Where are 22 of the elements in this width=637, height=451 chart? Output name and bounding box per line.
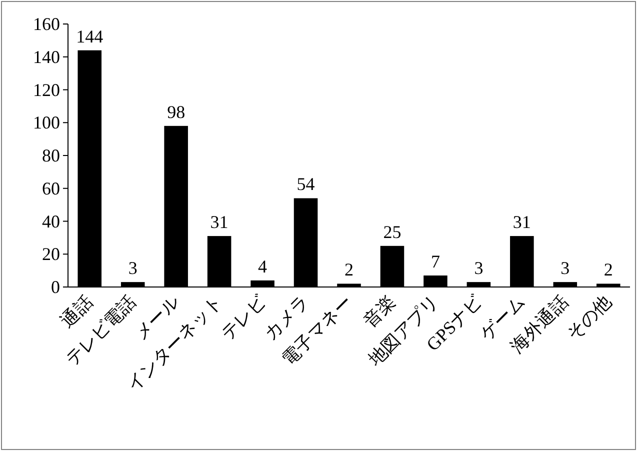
y-tick-label: 0 [51, 277, 60, 297]
data-label: 2 [344, 260, 354, 280]
y-tick-label: 100 [33, 112, 60, 133]
data-label: 2 [604, 260, 613, 280]
y-tick-label: 140 [33, 46, 60, 67]
y-tick-label: 40 [42, 211, 60, 232]
y-tick-label: 20 [42, 244, 60, 264]
y-tick-label: 60 [42, 178, 60, 198]
data-label: 4 [258, 256, 268, 276]
data-label: 31 [210, 212, 228, 232]
data-label: 54 [296, 174, 315, 194]
data-label: 31 [512, 212, 531, 232]
data-label: 7 [430, 251, 440, 272]
data-label: 3 [128, 258, 138, 278]
data-label: 25 [383, 222, 402, 242]
data-label: 144 [76, 26, 104, 46]
data-label: 98 [167, 102, 186, 122]
y-tick-label: 80 [42, 146, 60, 166]
y-tick-label: 120 [33, 80, 60, 100]
data-label: 3 [560, 258, 570, 278]
data-label: 3 [474, 258, 484, 278]
y-tick-label: 160 [33, 14, 60, 34]
